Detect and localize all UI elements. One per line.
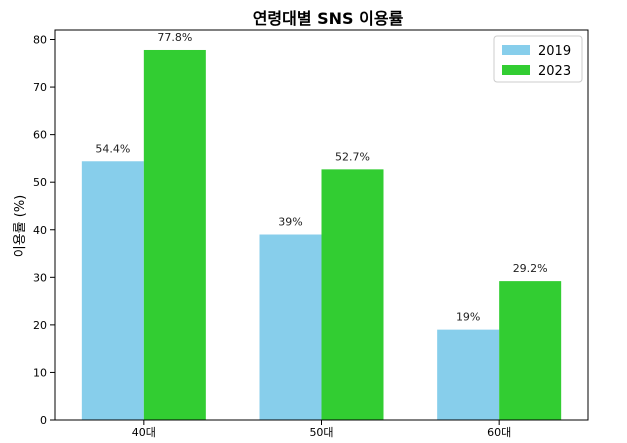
legend-label-2023: 2023 xyxy=(538,64,571,79)
y-tick-label: 0 xyxy=(40,414,47,427)
bar-value-label: 29.2% xyxy=(513,262,548,275)
y-tick-label: 50 xyxy=(33,176,47,189)
y-tick-label: 40 xyxy=(33,224,47,237)
y-tick-label: 30 xyxy=(33,271,47,284)
bar-2023 xyxy=(499,281,562,420)
bar-value-label: 54.4% xyxy=(95,142,130,155)
y-tick-label: 80 xyxy=(33,34,47,47)
bar-2023 xyxy=(143,49,206,420)
bar-2019 xyxy=(259,234,322,420)
legend-label-2019: 2019 xyxy=(538,44,571,59)
bar-2023 xyxy=(321,169,384,420)
y-tick-label: 20 xyxy=(33,319,47,332)
bar-value-label: 52.7% xyxy=(335,150,370,163)
bar-value-label: 19% xyxy=(456,311,480,324)
bar-value-label: 39% xyxy=(278,216,302,229)
bar-2019 xyxy=(81,161,144,420)
bar-2019 xyxy=(437,329,500,420)
legend-swatch-2019 xyxy=(502,45,530,55)
y-tick-label: 60 xyxy=(33,129,47,142)
y-tick-label: 10 xyxy=(33,366,47,379)
x-tick-label: 60대 xyxy=(487,426,511,439)
plot-area: 0 10 20 30 40 50 60 70 80 54.4% 77.8% 40대 39% 52.7% 50… xyxy=(33,31,562,439)
y-tick-label: 70 xyxy=(33,81,47,94)
plot-frame xyxy=(54,29,589,421)
bar-value-label: 77.8% xyxy=(157,31,192,44)
chart-title: 연령대별 SNS 이용률 xyxy=(253,9,404,28)
y-axis-label: 이용률 (%) xyxy=(13,195,28,258)
legend-swatch-2023 xyxy=(502,65,530,75)
x-tick-label: 40대 xyxy=(132,426,156,439)
x-tick-label: 50대 xyxy=(309,426,333,439)
legend: 2019 2023 xyxy=(493,35,583,83)
